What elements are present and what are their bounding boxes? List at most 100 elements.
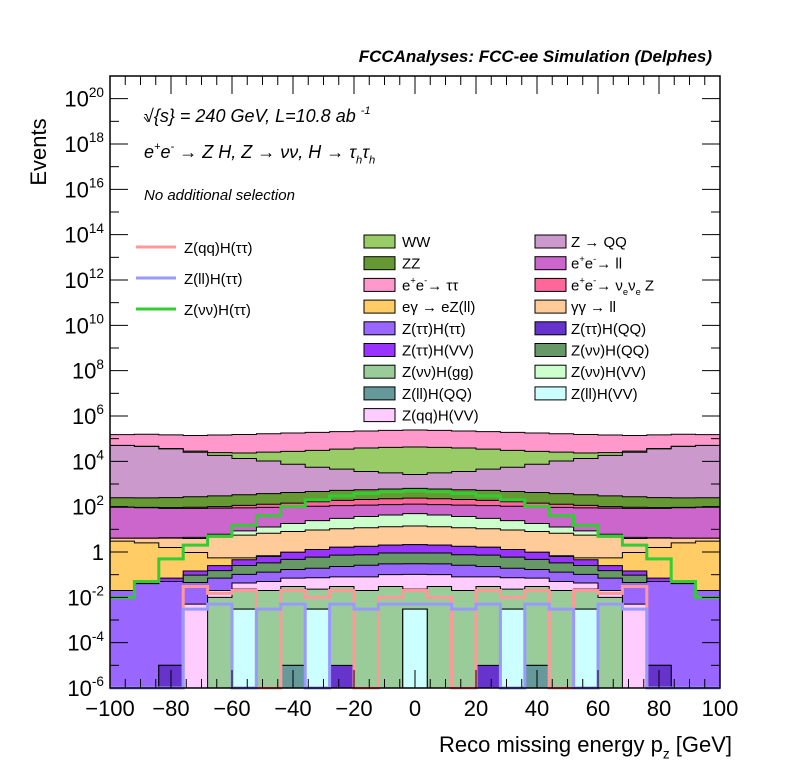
y-tick-label-part: 14 [89,221,105,236]
legend-swatch [363,256,396,271]
legend-label: Z(qq)H(VV) [402,408,479,425]
x-axis-label-part: Reco missing energy p [439,732,663,757]
legend-label-part: e [416,277,424,294]
legend-label-part: Z(νν)H(VV) [571,364,646,381]
legend-signal-label: Z(νν)H(ττ) [184,302,251,319]
x-tick-label: −40 [274,696,311,721]
y-tick-label-part: 18 [89,130,104,145]
signal-lines [110,489,720,690]
legend-signal-label-part: Z(ll)H(ττ) [184,271,243,288]
y-tick-label-part: 10 [72,449,96,474]
legend-swatch [534,299,567,314]
y-tick-label-part: 12 [89,266,104,281]
legend-label-part: Z(ττ)H(ττ) [402,321,466,338]
signal-line-0 [110,585,720,690]
annotation-process-part: + [154,141,161,153]
y-tick-label-part: 16 [89,175,104,190]
legend-label-part: + [579,276,584,286]
x-tick-label: −60 [213,696,250,721]
annotation-process-part: h [369,154,375,166]
x-tick-label: 20 [464,696,488,721]
legend-signal-label-part: Z(νν)H(ττ) [184,302,251,319]
y-tick-label: 106​ [72,402,104,429]
legend-swatch [363,299,396,314]
legend-label: e+​e-​→ ττ [402,276,458,295]
legend [136,234,567,423]
y-tick-label-part: 4 [96,447,104,462]
legend-swatch [363,321,396,336]
legend-label: Z(ll)H(VV) [571,386,638,403]
legend-label-part: e [402,277,410,294]
y-tick-label-part: 10 [64,268,88,293]
x-tick-label: −100 [85,696,135,721]
legend-label-part: Z(ττ)H(QQ) [571,321,646,338]
legend-swatch [534,321,567,336]
x-tick-label-part: −100 [85,696,135,721]
legend-label-part: ZZ [402,256,420,273]
x-tick-label-part: −40 [274,696,311,721]
legend-swatch [363,408,396,423]
y-tick-label-part: 10 [64,177,88,202]
annotation-energy-part: √{s} = 240 GeV, L=10.8 ab [144,106,361,126]
legend-label: γγ → ll [571,299,616,316]
y-tick-label-part: 1 [92,540,104,565]
y-tick-label-part: 10 [72,359,96,384]
legend-label-part: γγ → ll [571,299,616,316]
legend-label: Z(ττ)H(VV) [402,343,474,360]
legend-label: eγ → eZ(ll) [402,299,475,316]
legend-label: Z → QQ [571,234,627,251]
legend-label-part: eγ → eZ(ll) [402,299,475,316]
x-tick-label-part: 0 [409,696,421,721]
y-tick-label: 1012​ [64,266,104,293]
y-axis-label-part: Events [26,118,51,185]
legend-signal-label-part: Z(qq)H(ττ) [184,240,253,257]
y-tick-label: 1014​ [64,221,104,248]
legend-label-part: ν [628,277,636,294]
legend-label: Z(νν)H(gg) [402,364,474,381]
legend-label-part: e [585,277,593,294]
y-tick-label-part: 10 [72,404,96,429]
annotation-process-part: e [161,142,171,162]
annotation-process-part: e [144,142,154,162]
legend-label-part: - [593,254,596,264]
y-tick-label: 10-2​ [67,583,104,610]
y-tick-label: 1 [92,540,104,565]
legend-label: Z(νν)H(QQ) [571,343,649,360]
x-tick-label-part: −80 [152,696,189,721]
legend-label-part: Z [641,277,654,294]
legend-label: e+​e-​→ ll [571,254,622,273]
legend-label-part: Z(νν)H(QQ) [571,343,649,360]
legend-signal-label: Z(ll)H(ττ) [184,271,243,288]
legend-label: ZZ [402,256,420,273]
y-tick-label: 1016​ [64,175,104,202]
legend-label-part: → ττ [427,277,458,294]
legend-label-part: e [571,277,579,294]
legend-swatch [363,277,396,292]
y-tick-label: 102​ [72,493,104,520]
stack-layers [109,429,721,689]
y-tick-label-part: 10 [64,132,88,157]
legend-label: Z(ll)H(QQ) [402,386,472,403]
annotation-process-part: h [356,154,362,166]
legend-label: e+​e-​→ νe​νe​ Z [571,276,654,297]
legend-swatch [534,386,567,401]
x-axis-label: Reco missing energy pz​ [GeV] [439,732,732,762]
chart-title-part: FCCAnalyses: FCC-ee Simulation (Delphes) [359,47,713,66]
y-tick-label-part: 10 [89,311,105,326]
legend-label-part: Z(ll)H(VV) [571,386,638,403]
legend-label-part: - [424,276,427,286]
legend-swatch [534,277,567,292]
legend-label-part: Z(ττ)H(VV) [402,343,474,360]
annotation-process-part: τ [362,142,370,162]
annotation-process-part: - [171,141,175,153]
x-tick-label-part: 100 [702,696,739,721]
x-tick-label-part: −60 [213,696,250,721]
y-tick-label: 1010​ [64,311,104,338]
annotation-process-part: → Z H, Z → νν, H → τ [174,142,357,162]
x-tick-label-part: −20 [335,696,372,721]
x-tick-label-part: 60 [586,696,610,721]
legend-label-part: e [571,256,579,273]
annotation-energy-part: -1 [361,105,371,117]
x-tick-label-part: 40 [525,696,549,721]
